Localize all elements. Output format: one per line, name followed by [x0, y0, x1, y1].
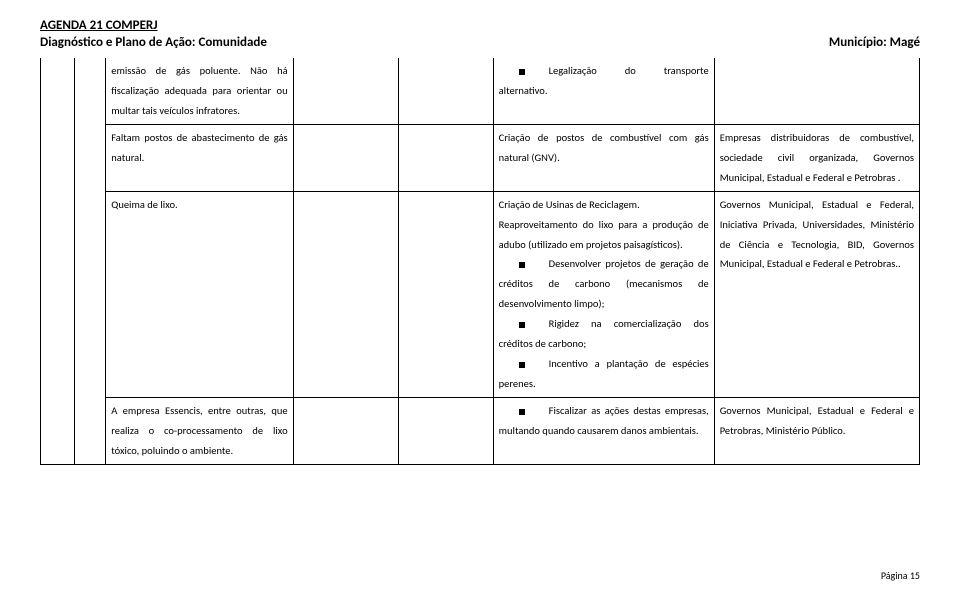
bullet-icon [519, 409, 525, 415]
cell-responsible [714, 58, 919, 124]
cell-blank [293, 398, 398, 465]
header-subtitle-left: Diagnóstico e Plano de Ação: Comunidade [40, 35, 267, 50]
cell-action: Fiscalizar as ações destas empresas, mul… [493, 398, 714, 465]
action-text: Reaproveitamento do lixo para a produção… [499, 218, 709, 251]
cell-blank [293, 58, 398, 124]
cell-blank [398, 398, 493, 465]
cell-blank [293, 191, 398, 397]
content-table: emissão de gás poluente. Não há fiscaliz… [40, 58, 920, 465]
cell-responsible: Empresas distribuidoras de combustível, … [714, 124, 919, 191]
cell-blank [398, 58, 493, 124]
action-text: Desenvolver projetos de geração de crédi… [499, 257, 709, 310]
action-text: Legalização do transporte alternativo. [499, 64, 709, 97]
cell-blank [74, 58, 106, 464]
cell-action: Criação de Usinas de Reciclagem. Reaprove… [493, 191, 714, 397]
action-text: Criação de Usinas de Reciclagem. [499, 198, 640, 211]
cell-problem: emissão de gás poluente. Não há fiscaliz… [106, 58, 293, 124]
cell-action: Criação de postos de combustível com gás… [493, 124, 714, 191]
cell-blank [41, 58, 75, 464]
action-text: Fiscalizar as ações destas empresas, mul… [499, 404, 709, 437]
action-item: Rigidez na comercialização dos créditos … [499, 314, 709, 354]
cell-problem: Faltam postos de abastecimento de gás na… [106, 124, 293, 191]
header-subtitle-right: Município: Magé [829, 35, 920, 50]
cell-blank [293, 124, 398, 191]
action-item: Reaproveitamento do lixo para a produção… [499, 215, 709, 255]
action-item: Incentivo a plantação de espécies perene… [499, 354, 709, 394]
table-row: A empresa Essencis, entre outras, que re… [41, 398, 920, 465]
cell-problem: A empresa Essencis, entre outras, que re… [106, 398, 293, 465]
cell-problem: Queima de lixo. [106, 191, 293, 397]
page-number: Página 15 [881, 569, 920, 582]
cell-blank [398, 191, 493, 397]
bullet-icon [519, 362, 525, 368]
bullet-icon [519, 322, 525, 328]
table-row: Queima de lixo. Criação de Usinas de Rec… [41, 191, 920, 397]
header-title: AGENDA 21 COMPERJ [40, 18, 920, 33]
cell-blank [398, 124, 493, 191]
table-row: Faltam postos de abastecimento de gás na… [41, 124, 920, 191]
action-item: Criação de Usinas de Reciclagem. [499, 195, 709, 215]
bullet-icon [519, 69, 525, 75]
cell-responsible: Governos Municipal, Estadual e Federal e… [714, 398, 919, 465]
cell-responsible: Governos Municipal, Estadual e Federal, … [714, 191, 919, 397]
bullet-icon [519, 262, 525, 268]
header-subtitle-row: Diagnóstico e Plano de Ação: Comunidade … [40, 35, 920, 50]
table-row: emissão de gás poluente. Não há fiscaliz… [41, 58, 920, 124]
action-text: Incentivo a plantação de espécies perene… [499, 357, 709, 390]
cell-action: Legalização do transporte alternativo. [493, 58, 714, 124]
action-item: Desenvolver projetos de geração de crédi… [499, 254, 709, 314]
action-text: Rigidez na comercialização dos créditos … [499, 317, 709, 350]
